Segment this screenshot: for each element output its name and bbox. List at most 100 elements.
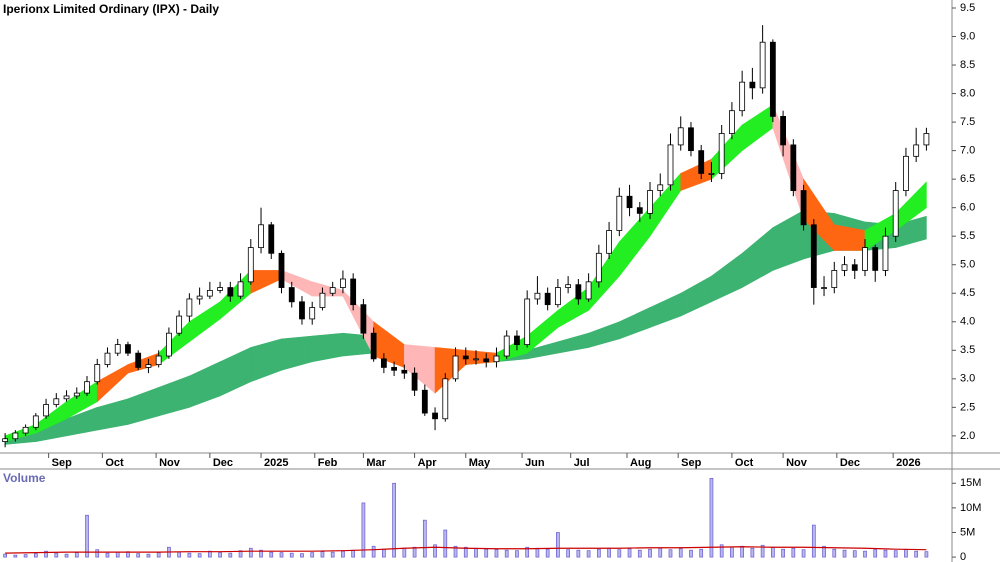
x-tick-label: Oct [105, 457, 124, 469]
volume-bar [54, 552, 59, 558]
panel-title: Volume [3, 471, 46, 485]
volume-bar [269, 551, 274, 558]
volume-bar [760, 544, 765, 558]
y-tick-label: 7.5 [960, 116, 975, 128]
x-tick-label: Nov [159, 457, 181, 469]
x-tick-label: Sep [681, 457, 701, 469]
candle-body [585, 281, 592, 300]
volume-bar [873, 549, 878, 558]
volume-bar [822, 545, 826, 558]
candle-body [544, 292, 551, 306]
volume-bar [13, 554, 18, 558]
chart-title: Iperionx Limited Ordinary (IPX) - Daily [3, 2, 219, 16]
candle-body [626, 195, 633, 209]
candle-body [166, 332, 172, 357]
candle-body [831, 270, 838, 288]
volume-bar [730, 546, 734, 558]
candle-body [739, 81, 746, 112]
x-tick-label: May [469, 457, 491, 469]
candle-body [380, 358, 387, 368]
candle-body [575, 284, 582, 300]
volume-bar [197, 553, 202, 558]
candle-body [677, 127, 684, 146]
y-tick-label: 4.0 [960, 316, 975, 328]
volume-bar [740, 545, 745, 558]
candle-body [493, 355, 500, 363]
candle-body [247, 247, 254, 283]
y-tick-label: 3.5 [960, 344, 975, 356]
volume-bar [515, 550, 519, 558]
x-tick-label: Sep [52, 457, 72, 469]
y-tick-label: 10M [960, 502, 981, 514]
volume-bar [535, 547, 540, 558]
candle-body [319, 292, 326, 308]
candle-body [647, 190, 653, 214]
candle-body [810, 224, 817, 288]
volume-bar [811, 524, 816, 558]
candle-body [391, 367, 398, 371]
candle-body [309, 307, 316, 320]
volume-bar [44, 550, 48, 558]
volume-bar [576, 549, 581, 558]
volume-bar [801, 549, 806, 558]
volume-bar [156, 552, 161, 558]
axes: 2.0 2.5 3.0 3.5 4.0 4.5 5.0 5.5 6.0 6.5 7.0 7.5 8.0 8… [48, 2, 981, 562]
volume-bar [617, 549, 622, 558]
candle-body [503, 335, 510, 357]
candle-body [851, 264, 858, 271]
candle-body [73, 392, 80, 397]
candle-body [370, 332, 377, 360]
volume-bar [402, 547, 407, 558]
candle-body [237, 281, 244, 297]
volume-bar [832, 548, 837, 558]
candle-body [903, 155, 909, 191]
candle-body [84, 381, 90, 394]
x-tick-label: Feb [318, 457, 338, 469]
candle-body [882, 235, 889, 271]
candle-body [278, 252, 285, 288]
volume-bar [289, 552, 294, 558]
volume-bar [351, 549, 356, 558]
volume-bar [627, 548, 632, 558]
candle-body [698, 150, 705, 174]
volume-bar [392, 482, 396, 558]
candle-body [616, 195, 623, 231]
x-tick-label: 2026 [896, 457, 920, 469]
y-tick-label: 8.5 [960, 59, 975, 71]
candle-body [12, 432, 19, 440]
bands [4, 104, 927, 445]
candle-body [708, 173, 715, 175]
candle-body [841, 264, 848, 271]
volume-bar [453, 545, 458, 558]
volume-bar [689, 549, 693, 558]
volume-bar [556, 532, 560, 558]
x-tick-label: Dec [213, 457, 233, 469]
candle-body [217, 287, 223, 291]
volume-bar [115, 551, 120, 558]
candle-body [186, 298, 193, 317]
volume-bar [883, 549, 888, 558]
candle-body [790, 144, 797, 191]
candle-body [534, 292, 541, 300]
candle-body [53, 398, 60, 405]
candle-body [872, 247, 879, 271]
candle-body [125, 344, 131, 354]
y-tick-label: 0 [960, 551, 966, 562]
candle-body [299, 301, 305, 320]
volume-bar [248, 547, 253, 558]
volume-bar [463, 546, 468, 558]
volume-bar [85, 514, 89, 558]
volume-bar [494, 549, 499, 558]
x-tick-label: Aug [630, 457, 651, 469]
x-tick-label: Apr [418, 457, 438, 469]
candle-body [749, 81, 756, 89]
volume-bar [566, 549, 570, 558]
volume-bar [433, 544, 437, 558]
volume-bar [914, 550, 919, 558]
candle-body [2, 438, 9, 442]
volume-bar [74, 552, 79, 558]
candle-body [473, 358, 479, 361]
candle-body [411, 372, 418, 391]
volume-bar [504, 549, 509, 558]
